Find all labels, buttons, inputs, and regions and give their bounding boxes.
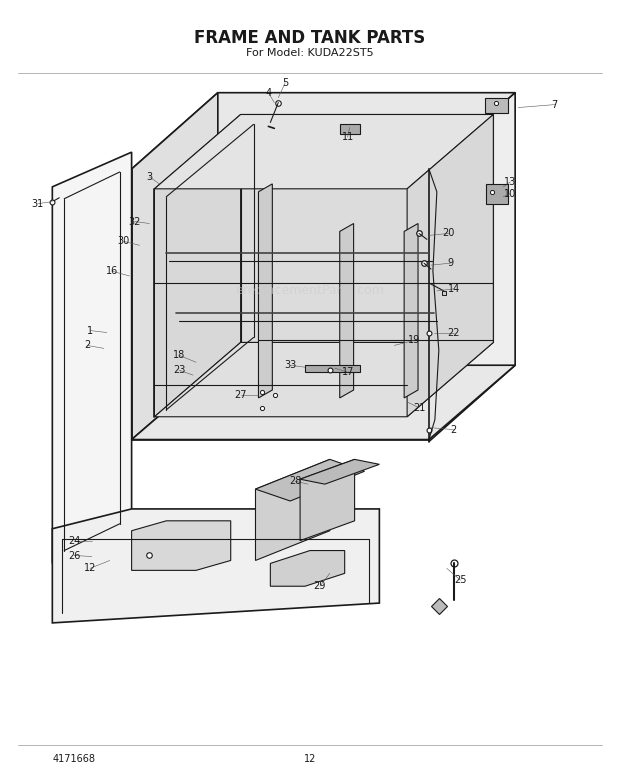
Text: FRAME AND TANK PARTS: FRAME AND TANK PARTS — [195, 29, 425, 47]
Text: 4171668: 4171668 — [52, 753, 95, 764]
Text: 10: 10 — [504, 189, 516, 199]
Polygon shape — [270, 551, 345, 587]
Polygon shape — [485, 98, 508, 112]
Polygon shape — [154, 115, 241, 417]
Text: 19: 19 — [408, 335, 420, 346]
Text: 17: 17 — [342, 367, 354, 378]
Text: 22: 22 — [448, 328, 460, 338]
Polygon shape — [52, 152, 131, 563]
Polygon shape — [131, 365, 515, 440]
Polygon shape — [255, 459, 365, 501]
Polygon shape — [255, 459, 330, 561]
Polygon shape — [407, 115, 494, 417]
Text: 16: 16 — [105, 266, 118, 276]
Polygon shape — [300, 459, 379, 484]
Text: 13: 13 — [504, 177, 516, 187]
Polygon shape — [429, 93, 515, 441]
Text: 33: 33 — [284, 360, 296, 370]
Polygon shape — [300, 459, 355, 541]
Text: 30: 30 — [118, 236, 130, 246]
Polygon shape — [241, 115, 494, 342]
Text: 12: 12 — [84, 563, 96, 573]
Text: 21: 21 — [413, 402, 425, 413]
Text: 31: 31 — [32, 199, 43, 209]
Text: 12: 12 — [304, 753, 316, 764]
Text: 9: 9 — [448, 258, 454, 268]
Polygon shape — [154, 342, 494, 417]
Text: 27: 27 — [234, 390, 247, 400]
Text: 25: 25 — [454, 576, 467, 585]
Text: 32: 32 — [128, 217, 141, 226]
Text: For Model: KUDA22ST5: For Model: KUDA22ST5 — [246, 48, 374, 58]
Polygon shape — [259, 184, 272, 398]
Polygon shape — [131, 521, 231, 570]
Text: 1: 1 — [87, 325, 93, 335]
Text: 7: 7 — [552, 100, 558, 109]
Polygon shape — [52, 509, 379, 623]
Text: 11: 11 — [342, 133, 354, 142]
Text: 4: 4 — [265, 87, 272, 98]
Text: 3: 3 — [146, 172, 153, 182]
Polygon shape — [131, 93, 218, 440]
Text: 23: 23 — [173, 365, 185, 375]
Polygon shape — [487, 184, 508, 204]
Text: 18: 18 — [173, 350, 185, 360]
Text: 26: 26 — [68, 551, 81, 561]
Polygon shape — [340, 124, 360, 134]
Polygon shape — [340, 224, 353, 398]
Text: 20: 20 — [443, 229, 455, 239]
Polygon shape — [131, 93, 515, 169]
Polygon shape — [218, 93, 515, 365]
Polygon shape — [305, 365, 360, 372]
Text: 2: 2 — [451, 424, 457, 434]
Polygon shape — [154, 115, 494, 189]
Polygon shape — [404, 224, 418, 398]
Text: 14: 14 — [448, 284, 460, 294]
Text: 2: 2 — [84, 340, 90, 350]
Text: 29: 29 — [314, 581, 326, 591]
Text: ereplacementParts.com: ereplacementParts.com — [236, 285, 384, 297]
Text: 5: 5 — [282, 78, 288, 88]
Text: 28: 28 — [289, 476, 301, 486]
Text: 24: 24 — [68, 536, 81, 546]
